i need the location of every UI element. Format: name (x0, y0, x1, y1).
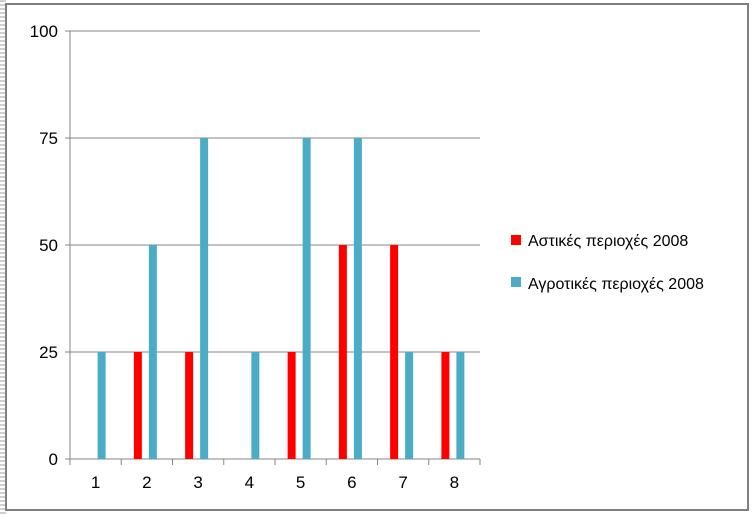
bar-rural (456, 352, 465, 459)
legend-swatch-rural (511, 277, 521, 287)
bar-rural (148, 245, 157, 459)
bar-urban (287, 352, 296, 459)
x-tick-label: 4 (245, 473, 254, 492)
x-tick-label: 3 (193, 473, 202, 492)
bar-rural (97, 352, 106, 459)
bar-rural (405, 352, 414, 459)
window-edge (0, 0, 6, 515)
bar-rural (302, 138, 311, 459)
legend: Αστικές περιοχές 2008 Αγροτικές περιοχές… (511, 233, 704, 293)
chart-frame (5, 3, 749, 511)
bar-rural (353, 138, 362, 459)
x-tick-label: 8 (450, 473, 459, 492)
bar-rural (251, 352, 260, 459)
legend-label-rural: Αγροτικές περιοχές 2008 (528, 276, 704, 293)
x-tick-label: 5 (296, 473, 305, 492)
x-tick-label: 1 (91, 473, 100, 492)
legend-label-urban: Αστικές περιοχές 2008 (528, 233, 688, 250)
y-tick-label: 0 (49, 450, 58, 469)
bar-urban (338, 245, 347, 459)
y-tick-labels: 0 25 50 75 100 (30, 22, 70, 469)
bar-urban (390, 245, 399, 459)
bar-urban (441, 352, 450, 459)
y-tick-label: 75 (39, 129, 58, 148)
bar-urban (133, 352, 142, 459)
x-tick-label: 6 (347, 473, 356, 492)
y-tick-label: 100 (30, 22, 58, 41)
x-tick-labels: 1 2 3 4 5 6 7 8 (69, 459, 481, 492)
legend-swatch-urban (511, 235, 521, 245)
bars (97, 138, 465, 459)
y-tick-label: 50 (39, 236, 58, 255)
bar-urban (185, 352, 194, 459)
gridlines (70, 30, 480, 353)
y-tick-label: 25 (39, 343, 58, 362)
bar-rural (200, 138, 209, 459)
x-tick-label: 2 (142, 473, 151, 492)
x-tick-label: 7 (398, 473, 407, 492)
